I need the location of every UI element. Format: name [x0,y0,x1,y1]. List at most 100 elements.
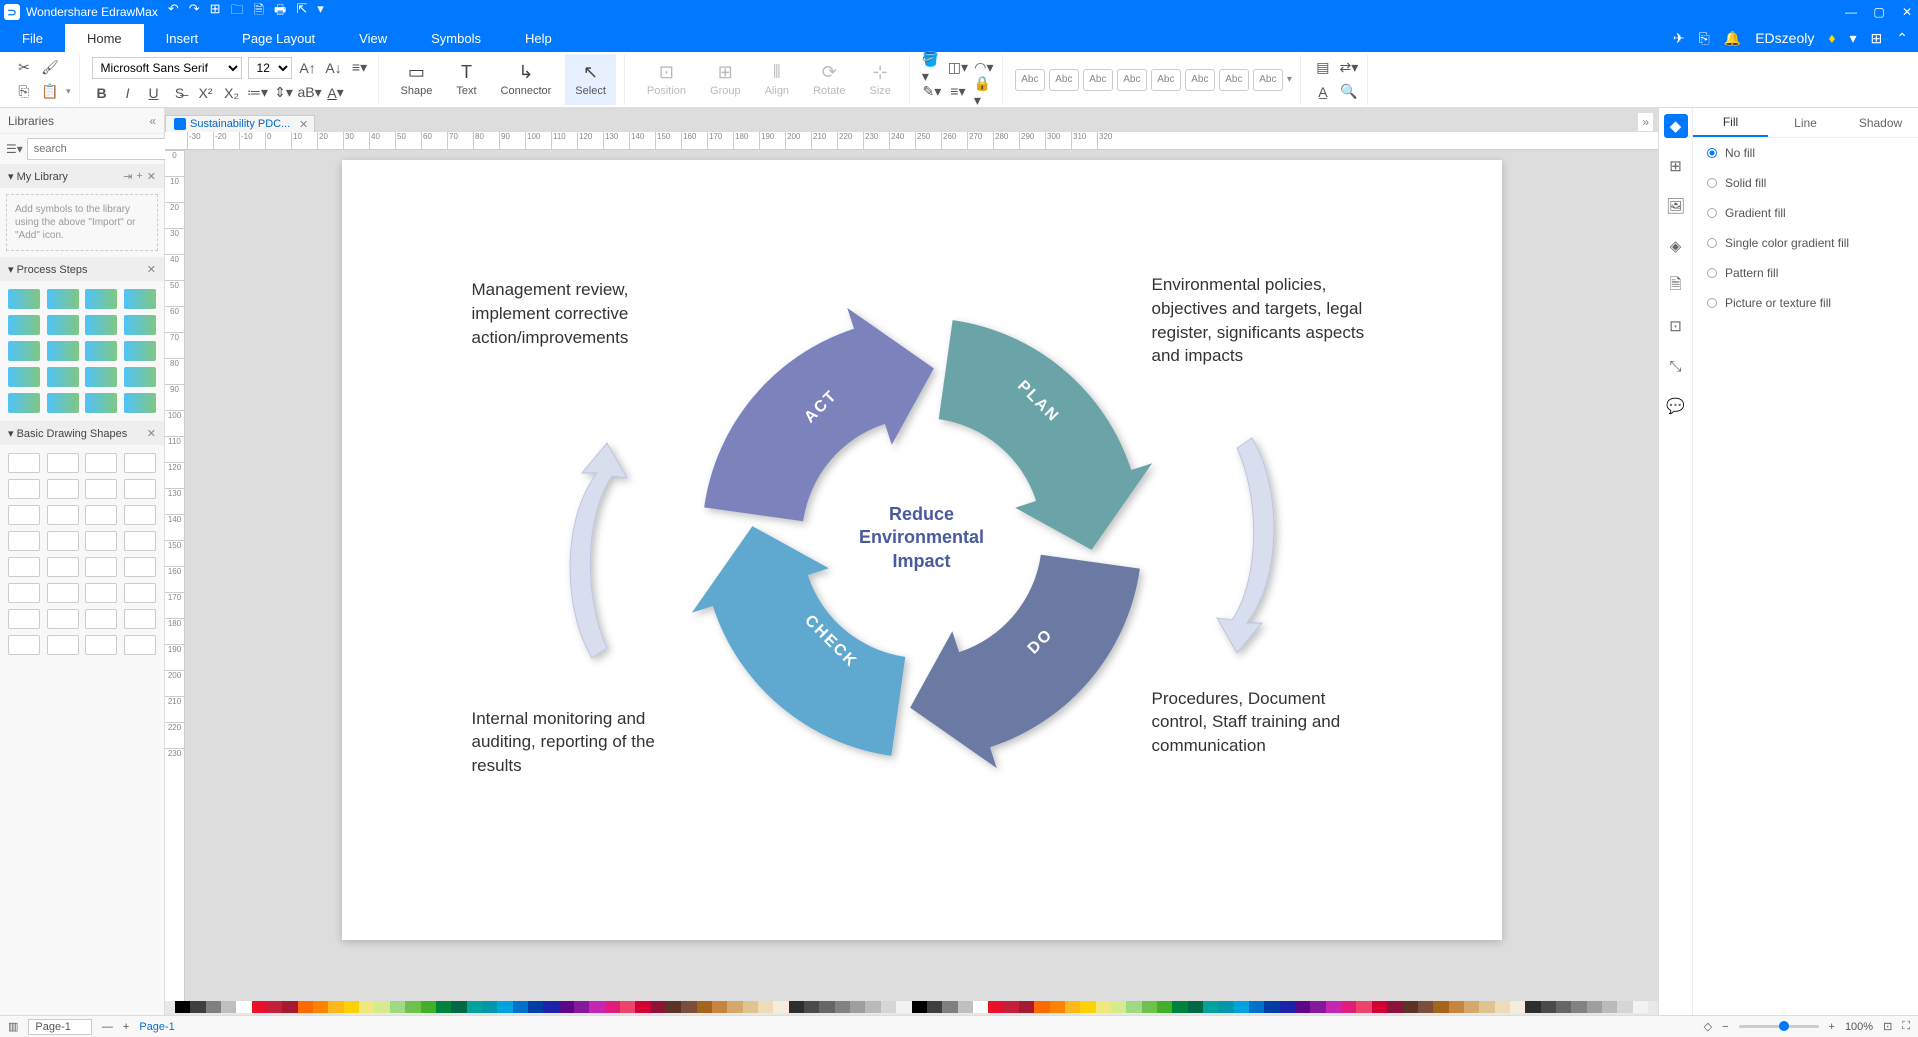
color-swatch[interactable] [927,1001,942,1013]
color-swatch[interactable] [359,1001,374,1013]
color-swatch[interactable] [467,1001,482,1013]
color-swatch[interactable] [328,1001,343,1013]
color-swatch[interactable] [405,1001,420,1013]
act-description[interactable]: Management review, implement corrective … [472,278,702,349]
color-swatch[interactable] [881,1001,896,1013]
color-swatch[interactable] [850,1001,865,1013]
shadow-style-icon[interactable]: ◫▾ [948,58,968,78]
decrease-font-icon[interactable]: A↓ [324,58,344,78]
color-swatch[interactable] [651,1001,666,1013]
color-swatch[interactable] [374,1001,389,1013]
process-shape-thumb[interactable] [47,341,79,361]
add-icon[interactable]: + [136,170,142,183]
user-dropdown-icon[interactable]: ▾ [1850,30,1857,47]
basic-shape-thumb[interactable] [8,557,40,577]
color-swatch[interactable] [865,1001,880,1013]
fill-option[interactable]: Gradient fill [1693,198,1918,228]
color-swatch[interactable] [605,1001,620,1013]
layers-icon[interactable]: ▤ [1313,58,1333,78]
color-swatch[interactable] [773,1001,788,1013]
save-icon[interactable]: 🗎 [254,1,264,23]
process-shape-thumb[interactable] [85,393,117,413]
basic-shape-thumb[interactable] [124,583,156,603]
basic-shape-thumb[interactable] [8,635,40,655]
color-swatch[interactable] [1050,1001,1065,1013]
font-size-select[interactable]: 12 [248,57,292,79]
basic-shape-thumb[interactable] [124,505,156,525]
color-swatch[interactable] [727,1001,742,1013]
color-swatch[interactable] [1356,1001,1371,1013]
menu-view[interactable]: View [337,24,409,52]
basic-shape-thumb[interactable] [8,609,40,629]
color-swatch[interactable] [819,1001,834,1013]
process-shape-thumb[interactable] [8,315,40,335]
basic-shape-thumb[interactable] [8,531,40,551]
color-swatch[interactable] [896,1001,911,1013]
fill-icon[interactable]: 🪣▾ [922,58,942,78]
apps-icon[interactable]: ⊞ [1871,30,1883,47]
shape-tool[interactable]: ▭Shape [391,54,443,105]
menu-file[interactable]: File [0,24,65,52]
basic-shape-thumb[interactable] [8,479,40,499]
fill-option[interactable]: Solid fill [1693,168,1918,198]
group-tool[interactable]: ⊞Group [700,54,751,105]
style-swatch[interactable]: Abc [1049,69,1079,91]
copy-icon[interactable]: ⎘ [14,82,34,102]
color-swatch[interactable] [1295,1001,1310,1013]
close-tab-icon[interactable]: ✕ [299,118,308,131]
align-tool[interactable]: ⫴Align [755,54,799,105]
basic-shape-thumb[interactable] [47,453,79,473]
process-shape-thumb[interactable] [85,341,117,361]
color-swatch[interactable] [681,1001,696,1013]
menu-page-layout[interactable]: Page Layout [220,24,337,52]
process-shape-thumb[interactable] [8,367,40,387]
shadow-tab[interactable]: Shadow [1843,108,1918,137]
zoom-slider[interactable] [1739,1025,1819,1028]
user-name[interactable]: EDszeoly [1755,30,1814,46]
basic-shape-thumb[interactable] [124,609,156,629]
process-shape-thumb[interactable] [85,367,117,387]
image-tab-icon[interactable]: 🖼 [1664,194,1688,218]
color-swatch[interactable] [1034,1001,1049,1013]
basic-shape-thumb[interactable] [124,635,156,655]
arrange-tab-icon[interactable]: ⊡ [1664,314,1688,338]
pages-icon[interactable]: ▥ [8,1020,18,1033]
color-swatch[interactable] [912,1001,927,1013]
italic-icon[interactable]: I [118,83,138,103]
process-shape-thumb[interactable] [47,393,79,413]
rotate-tool[interactable]: ⟳Rotate [803,54,855,105]
basic-shapes-section[interactable]: ▾ Basic Drawing Shapes ✕ [0,421,164,445]
fill-option[interactable]: Picture or texture fill [1693,288,1918,318]
color-swatch[interactable] [1080,1001,1095,1013]
style-swatch[interactable]: Abc [1117,69,1147,91]
open-icon[interactable]: 🗀 [231,1,244,23]
minimize-button[interactable]: — [1844,5,1858,19]
page[interactable]: Reduce Environmental Impact Management r… [342,160,1502,940]
color-swatch[interactable] [697,1001,712,1013]
basic-shape-thumb[interactable] [124,479,156,499]
style-swatch[interactable]: Abc [1253,69,1283,91]
zoom-level[interactable]: 100% [1845,1021,1873,1033]
color-swatch[interactable] [712,1001,727,1013]
basic-shape-thumb[interactable] [85,479,117,499]
basic-shape-thumb[interactable] [85,583,117,603]
process-shape-thumb[interactable] [85,289,117,309]
style-swatch[interactable]: Abc [1015,69,1045,91]
page-tab-icon[interactable]: 🗎 [1664,274,1688,298]
basic-shape-thumb[interactable] [85,453,117,473]
color-swatch[interactable] [620,1001,635,1013]
basic-shape-thumb[interactable] [47,609,79,629]
color-swatch[interactable] [635,1001,650,1013]
color-swatch[interactable] [1264,1001,1279,1013]
collapse-ribbon-icon[interactable]: ⌃ [1896,30,1908,47]
find-icon[interactable]: 🔍 [1339,82,1359,102]
menu-insert[interactable]: Insert [144,24,221,52]
color-swatch[interactable] [1188,1001,1203,1013]
basic-shape-thumb[interactable] [8,453,40,473]
process-shape-thumb[interactable] [124,393,156,413]
transform-tab-icon[interactable]: ⤡ [1664,354,1688,378]
position-tool[interactable]: ⊡Position [637,54,696,105]
replace-icon[interactable]: ⇄▾ [1339,58,1359,78]
color-swatch[interactable] [1571,1001,1586,1013]
process-steps-section[interactable]: ▾ Process Steps ✕ [0,257,164,281]
